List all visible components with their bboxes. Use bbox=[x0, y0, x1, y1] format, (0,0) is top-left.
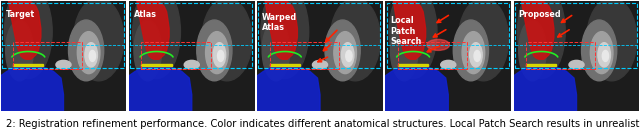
Ellipse shape bbox=[85, 43, 97, 67]
Polygon shape bbox=[393, 0, 426, 59]
Ellipse shape bbox=[68, 20, 104, 81]
Ellipse shape bbox=[462, 32, 484, 74]
Text: Warped
Atlas: Warped Atlas bbox=[262, 13, 298, 32]
Bar bbox=[526, 42, 595, 69]
Ellipse shape bbox=[218, 50, 224, 62]
Ellipse shape bbox=[205, 32, 228, 74]
Bar bbox=[398, 42, 467, 69]
Ellipse shape bbox=[341, 43, 354, 67]
Ellipse shape bbox=[56, 60, 71, 69]
Ellipse shape bbox=[346, 50, 352, 62]
Ellipse shape bbox=[330, 0, 380, 81]
Text: Atlas: Atlas bbox=[134, 10, 157, 18]
Ellipse shape bbox=[389, 0, 437, 79]
Ellipse shape bbox=[427, 39, 449, 50]
Bar bbox=[387, 3, 509, 68]
Ellipse shape bbox=[184, 60, 199, 69]
Ellipse shape bbox=[262, 20, 290, 81]
Ellipse shape bbox=[134, 20, 161, 81]
Polygon shape bbox=[269, 64, 300, 66]
Ellipse shape bbox=[334, 32, 356, 74]
Bar bbox=[130, 3, 252, 68]
Ellipse shape bbox=[132, 0, 180, 79]
Polygon shape bbox=[141, 64, 172, 66]
Ellipse shape bbox=[590, 32, 613, 74]
Bar bbox=[515, 3, 637, 68]
Polygon shape bbox=[526, 64, 556, 66]
Ellipse shape bbox=[325, 20, 360, 81]
Polygon shape bbox=[257, 65, 320, 111]
Ellipse shape bbox=[261, 0, 308, 79]
Polygon shape bbox=[136, 0, 169, 59]
Polygon shape bbox=[385, 65, 448, 111]
Ellipse shape bbox=[587, 0, 637, 81]
Ellipse shape bbox=[582, 20, 617, 81]
Ellipse shape bbox=[517, 0, 565, 79]
Text: 2: Registration refinement performance. Color indicates different anatomical str: 2: Registration refinement performance. … bbox=[6, 119, 640, 129]
Text: Local
Patch
Search: Local Patch Search bbox=[390, 16, 422, 46]
Ellipse shape bbox=[470, 43, 482, 67]
Ellipse shape bbox=[4, 0, 52, 79]
Ellipse shape bbox=[213, 43, 226, 67]
Ellipse shape bbox=[6, 20, 33, 81]
Ellipse shape bbox=[474, 50, 480, 62]
Polygon shape bbox=[398, 64, 428, 66]
Ellipse shape bbox=[89, 50, 95, 62]
Ellipse shape bbox=[569, 60, 584, 69]
Ellipse shape bbox=[390, 20, 418, 81]
Ellipse shape bbox=[598, 43, 611, 67]
Ellipse shape bbox=[77, 32, 100, 74]
Polygon shape bbox=[521, 0, 554, 59]
Polygon shape bbox=[265, 0, 298, 59]
Ellipse shape bbox=[518, 20, 547, 81]
Bar bbox=[269, 42, 339, 69]
Ellipse shape bbox=[441, 60, 456, 69]
Ellipse shape bbox=[602, 50, 609, 62]
Text: Target: Target bbox=[6, 10, 35, 18]
Ellipse shape bbox=[74, 0, 124, 81]
Ellipse shape bbox=[453, 20, 488, 81]
Polygon shape bbox=[514, 65, 577, 111]
Polygon shape bbox=[8, 0, 41, 59]
Ellipse shape bbox=[458, 0, 509, 81]
Bar bbox=[259, 3, 380, 68]
Ellipse shape bbox=[202, 0, 252, 81]
Bar bbox=[13, 42, 83, 69]
Bar bbox=[141, 42, 211, 69]
Bar bbox=[2, 3, 124, 68]
Polygon shape bbox=[129, 65, 192, 111]
Ellipse shape bbox=[196, 20, 232, 81]
Text: Proposed: Proposed bbox=[518, 10, 561, 18]
Polygon shape bbox=[13, 64, 44, 66]
Polygon shape bbox=[1, 65, 63, 111]
Ellipse shape bbox=[312, 60, 328, 69]
